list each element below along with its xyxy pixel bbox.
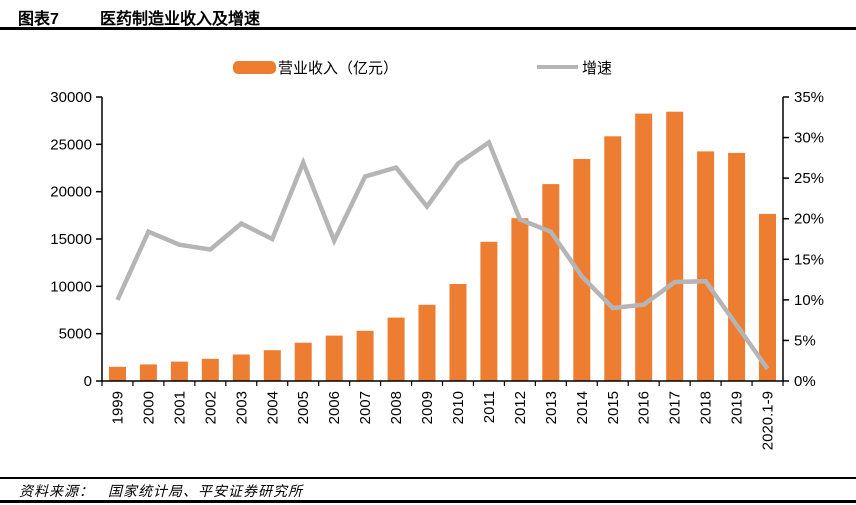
right-axis-label: 10%: [794, 292, 824, 309]
legend-label-growth: 增速: [582, 59, 613, 77]
left-axis-label: 30000: [50, 89, 92, 106]
x-axis-label: 2003: [233, 391, 250, 424]
right-axis-label: 15%: [794, 251, 824, 268]
x-axis-label: 2000: [140, 391, 157, 424]
bar-2012: [511, 218, 529, 381]
bar-2016: [635, 113, 653, 381]
bar-2018: [697, 151, 715, 381]
page-title: 医药制造业收入及增速: [100, 11, 261, 28]
left-axis-label: 15000: [50, 231, 92, 248]
left-axis-label: 20000: [50, 184, 92, 201]
bar-2019: [728, 152, 746, 381]
x-axis-label: 2019: [729, 391, 746, 424]
growth-line: [115, 138, 770, 371]
legend-label-revenue: 营业收入（亿元）: [278, 59, 399, 77]
bar-2015: [604, 136, 622, 381]
x-axis-label: 2009: [419, 391, 436, 424]
x-axis-label: 2014: [574, 391, 591, 424]
source-text: 国家统计局、平安证券研究所: [108, 483, 303, 499]
footer-divider-bottom: [0, 500, 856, 503]
bar-2001: [170, 361, 188, 381]
right-axis-label: 30%: [794, 130, 824, 147]
x-axis-label: 2012: [512, 391, 529, 424]
x-axis-label: 2005: [295, 391, 312, 424]
x-axis-label: 2015: [605, 391, 622, 424]
chart-legend: 营业收入（亿元） 增速: [0, 56, 856, 78]
bar-2013: [542, 184, 560, 381]
x-axis-label: 2018: [698, 391, 715, 424]
bar-2005: [294, 342, 312, 381]
bar-2009: [418, 304, 436, 381]
bar-2003: [232, 354, 250, 381]
x-axis-label: 2002: [202, 391, 219, 424]
source-label: 资料来源：: [19, 483, 94, 499]
bar-2008: [387, 317, 405, 381]
growth-swatch-icon: [537, 65, 578, 69]
bar-2000: [139, 364, 157, 381]
x-axis-label: 2010: [450, 391, 467, 424]
right-axis-label: 0%: [794, 373, 816, 390]
x-axis-label: 2013: [543, 391, 560, 424]
figure-number: 图表7: [18, 11, 59, 28]
left-axis-label: 5000: [59, 326, 92, 343]
x-axis-label: 2020.1-9: [760, 391, 777, 450]
x-axis-label: 2008: [388, 391, 405, 424]
x-axis-label: 2007: [357, 391, 374, 424]
source-note: 资料来源： 国家统计局、平安证券研究所: [19, 481, 303, 501]
x-axis-label: 2016: [636, 391, 653, 424]
bar-2020.1-9: [759, 213, 776, 381]
revenue-swatch-icon: [233, 60, 276, 74]
bar-2007: [356, 330, 374, 381]
bar-1999: [109, 366, 126, 381]
bar-2014: [573, 159, 591, 381]
legend-item-growth: 增速: [537, 56, 612, 78]
left-axis-label: 25000: [50, 136, 92, 153]
x-axis-label: 2017: [667, 391, 684, 424]
title-divider: [0, 27, 856, 30]
x-axis-label: 2006: [326, 391, 343, 424]
bar-2006: [325, 335, 343, 381]
footer-divider-top: [0, 477, 856, 479]
x-axis-label: 2011: [481, 391, 498, 423]
legend-item-revenue: 营业收入（亿元）: [233, 56, 398, 78]
right-axis-label: 20%: [794, 211, 824, 228]
x-axis-label: 2001: [171, 391, 188, 424]
left-axis-label: 10000: [50, 278, 92, 295]
right-axis-label: 25%: [794, 170, 824, 187]
x-axis-label: 2004: [264, 391, 281, 424]
bar-2010: [449, 284, 467, 381]
bar-2011: [480, 241, 498, 381]
bar-2017: [666, 111, 684, 381]
bar-2002: [201, 358, 219, 381]
right-axis-label: 35%: [794, 89, 824, 106]
left-axis-label: 0: [84, 373, 92, 390]
right-axis-label: 5%: [794, 332, 816, 349]
bar-2004: [263, 350, 281, 381]
x-axis-label: 1999: [109, 391, 126, 424]
